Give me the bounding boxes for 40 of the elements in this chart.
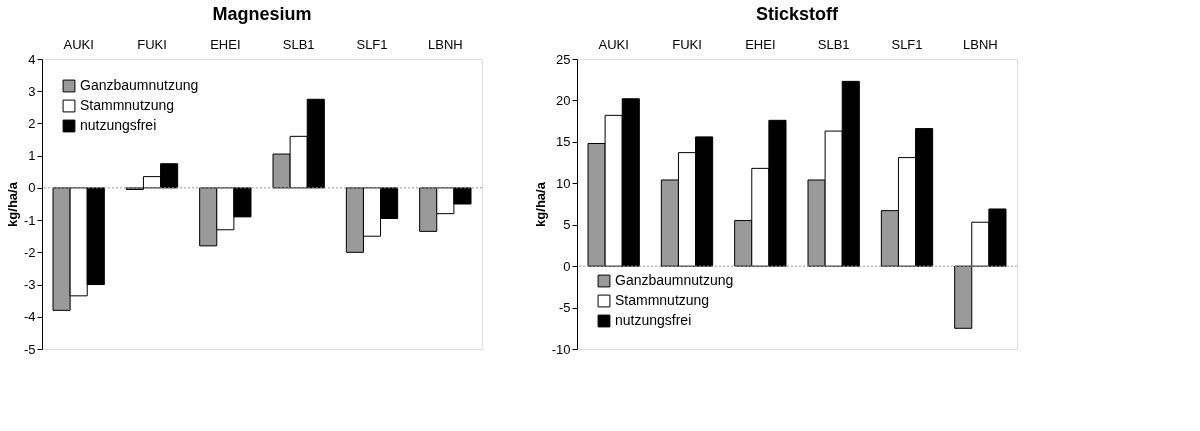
legend-label: Stammnutzung	[615, 292, 710, 308]
y-tick-label: -5	[23, 341, 36, 357]
y-tick-label: -2	[23, 244, 36, 260]
y-tick-label: -1	[23, 212, 36, 228]
y-tick-label: 15	[556, 134, 571, 150]
x-tick-label: EHEI	[745, 36, 776, 52]
y-tick-label: 20	[556, 92, 571, 108]
y-axis-title: kg/ha/a	[532, 181, 548, 227]
legend-label: Ganzbaumnutzung	[80, 77, 199, 93]
x-tick-label: SLB1	[817, 36, 850, 52]
y-tick-label: 10	[556, 175, 571, 191]
y-tick-label: 25	[556, 51, 571, 67]
x-tick-label: AUKI	[598, 36, 629, 52]
chart-title: Stickstoff	[755, 4, 840, 24]
chart-title: Magnesium	[212, 4, 312, 24]
y-tick-label: -3	[23, 277, 36, 293]
y-tick-label: 1	[28, 148, 36, 164]
y-axis-title: kg/ha/a	[4, 181, 20, 227]
y-tick-label: 2	[28, 115, 36, 131]
x-tick-label: SLF1	[891, 36, 923, 52]
x-tick-label: LBNH	[962, 36, 998, 52]
x-tick-label: FUKI	[672, 36, 702, 52]
y-tick-label: 0	[28, 180, 36, 196]
legend-label: nutzungsfrei	[80, 117, 157, 133]
y-tick-label: 5	[563, 217, 571, 233]
y-tick-label: -5	[558, 300, 571, 316]
x-tick-label: FUKI	[137, 36, 167, 52]
x-tick-label: AUKI	[63, 36, 94, 52]
legend-label: Ganzbaumnutzung	[615, 272, 734, 288]
legend-label: nutzungsfrei	[615, 312, 692, 328]
x-tick-label: SLF1	[356, 36, 388, 52]
y-tick-label: 3	[28, 83, 36, 99]
x-tick-label: EHEI	[210, 36, 241, 52]
y-tick-label: -10	[551, 341, 571, 357]
y-tick-label: 4	[28, 51, 36, 67]
legend-label: Stammnutzung	[80, 97, 175, 113]
x-tick-label: SLB1	[282, 36, 315, 52]
y-tick-label: -4	[23, 309, 36, 325]
y-tick-label: 0	[563, 258, 571, 274]
x-tick-label: LBNH	[427, 36, 463, 52]
